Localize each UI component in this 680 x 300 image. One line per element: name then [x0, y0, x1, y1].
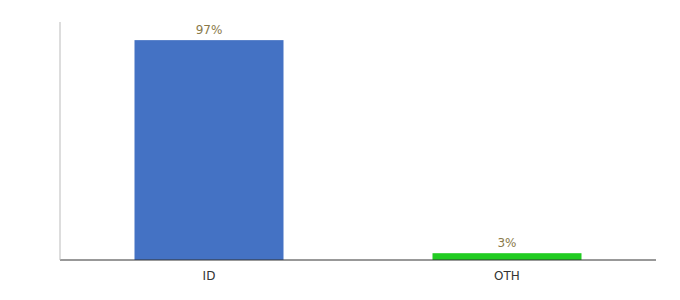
y-axis-line: [60, 22, 61, 260]
x-tick-label: OTH: [494, 269, 520, 283]
bars: [135, 40, 582, 260]
x-tick-label: ID: [203, 269, 216, 283]
chart: ID OTH 97% 3%: [0, 0, 680, 300]
bar: [135, 40, 284, 260]
bar: [433, 253, 582, 260]
data-label: 3%: [497, 236, 516, 250]
data-label: 97%: [196, 23, 223, 37]
chart-container: ID OTH 97% 3%: [0, 0, 680, 300]
x-axis-line: [60, 260, 656, 261]
